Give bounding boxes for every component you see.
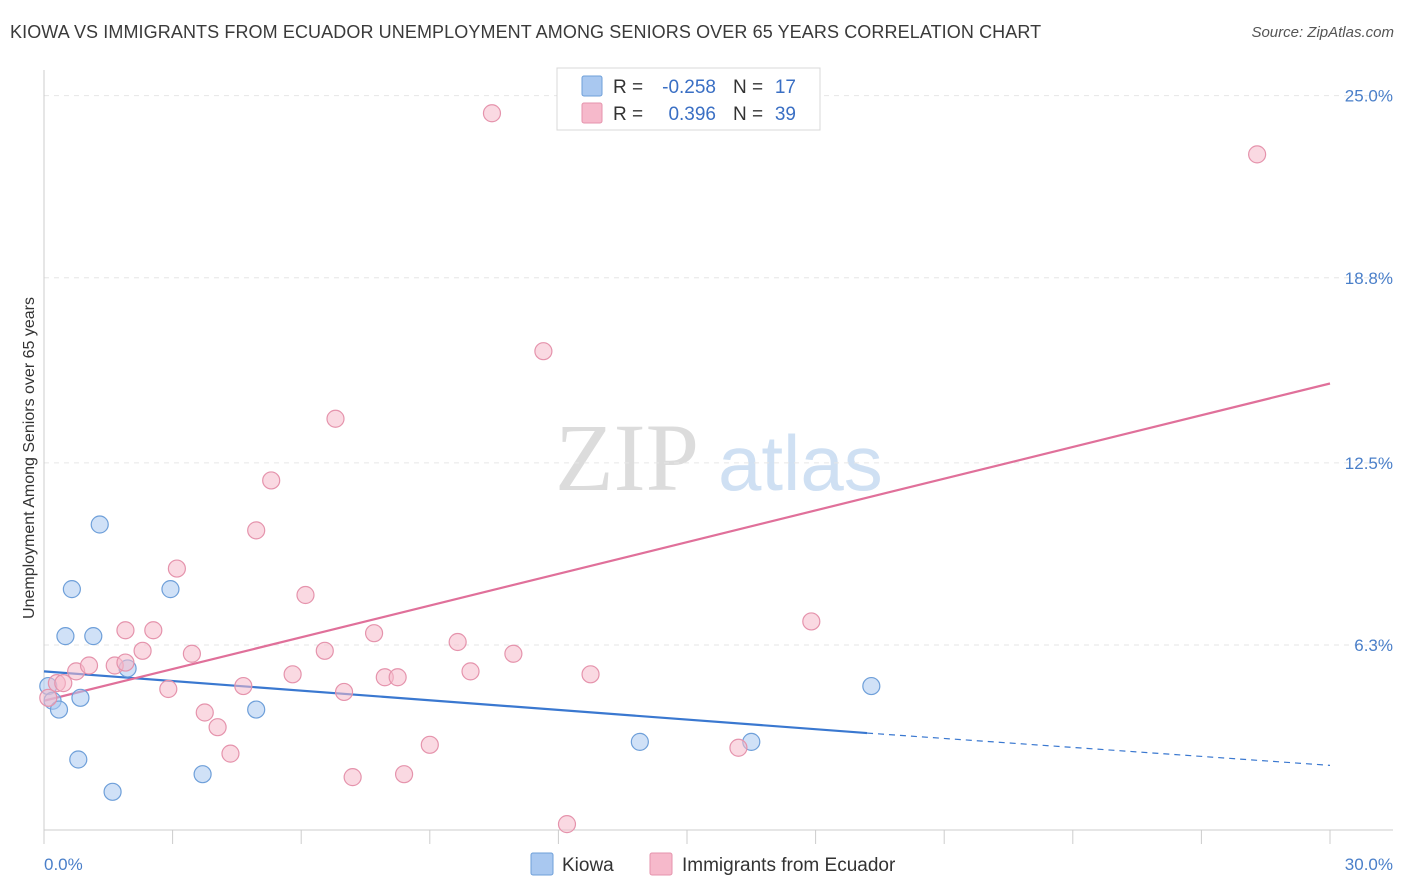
legend-n-label-ecuador: N = [733, 104, 763, 125]
bottom-legend-label-kiowa: Kiowa [562, 855, 614, 876]
data-point [90, 515, 109, 534]
data-point [262, 471, 281, 490]
data-point [103, 782, 122, 801]
legend-n-value-kiowa: 17 [775, 77, 796, 98]
data-point [247, 521, 266, 540]
data-point [630, 732, 649, 751]
legend-n-label-kiowa: N = [733, 77, 763, 98]
y-tick-labels: 6.3% 12.5% 18.8% 25.0% [1345, 87, 1393, 655]
y-tick-label: 6.3% [1354, 636, 1393, 655]
trend-lines [43, 382, 1331, 766]
watermark-zip: ZIP [555, 404, 699, 511]
data-point [802, 612, 821, 631]
data-point [448, 632, 467, 652]
data-point [482, 104, 502, 123]
chart-title: KIOWA VS IMMIGRANTS FROM ECUADOR UNEMPLO… [10, 22, 1042, 42]
legend-n-value-ecuador: 39 [775, 104, 796, 125]
data-point [193, 765, 212, 784]
data-point [388, 668, 407, 687]
legend-r-value-ecuador: 0.396 [668, 104, 716, 125]
data-point [161, 580, 180, 599]
data-point [283, 665, 302, 684]
data-point [364, 624, 384, 643]
data-point [326, 409, 345, 428]
data-point [195, 703, 214, 722]
data-point [159, 679, 178, 699]
y-tick-label: 18.8% [1345, 269, 1393, 288]
data-points [39, 104, 1267, 834]
data-point [557, 815, 577, 834]
gridlines [44, 95, 1390, 646]
x-tick-label-max: 30.0% [1345, 855, 1393, 874]
y-tick-label: 25.0% [1345, 87, 1393, 106]
data-point [39, 688, 58, 707]
trend-line [43, 382, 1331, 702]
data-point [534, 342, 553, 361]
legend-swatch-ecuador [581, 102, 603, 124]
data-point [208, 718, 227, 737]
y-axis-label: Unemployment Among Seniors over 65 years [21, 297, 38, 619]
data-point [49, 700, 69, 719]
legend-r-label-ecuador: R = [613, 104, 643, 125]
bottom-legend-swatch-kiowa [530, 852, 554, 876]
data-point [144, 621, 163, 640]
data-point [71, 688, 90, 707]
data-point [62, 580, 81, 599]
bottom-legend-label-ecuador: Immigrants from Ecuador [682, 855, 896, 876]
data-point [315, 641, 334, 660]
data-point [133, 641, 152, 660]
legend-r-value-kiowa: -0.258 [662, 77, 716, 98]
y-tick-label: 12.5% [1345, 454, 1393, 473]
data-point [56, 627, 75, 646]
data-point [334, 682, 354, 702]
data-point [296, 585, 315, 605]
data-point [54, 674, 73, 693]
source-label: Source: ZipAtlas.com [1251, 24, 1394, 41]
series-legend: Kiowa Immigrants from Ecuador [530, 852, 896, 876]
data-point [1248, 145, 1267, 164]
data-point [234, 676, 253, 696]
data-point [394, 765, 414, 784]
data-point [84, 627, 103, 646]
data-point [79, 656, 99, 675]
trend-line [43, 670, 868, 735]
data-point [343, 768, 362, 787]
legend-swatch-kiowa [581, 75, 603, 97]
data-point [504, 644, 523, 663]
data-point [167, 559, 186, 578]
data-point [221, 744, 240, 763]
data-point [420, 735, 439, 754]
data-point [862, 676, 881, 696]
data-point [247, 700, 266, 719]
data-point [69, 750, 88, 769]
trend-line-extension [866, 732, 1331, 766]
data-point [116, 621, 135, 640]
data-point [729, 738, 748, 757]
data-point [182, 644, 201, 663]
x-tick-label-min: 0.0% [44, 855, 83, 874]
data-point [116, 653, 135, 672]
bottom-legend-swatch-ecuador [649, 852, 673, 876]
data-point [581, 665, 600, 684]
correlation-legend: R = -0.258 N = 17 R = 0.396 N = 39 [556, 67, 821, 131]
legend-r-label-kiowa: R = [613, 77, 643, 98]
data-point [461, 662, 480, 681]
